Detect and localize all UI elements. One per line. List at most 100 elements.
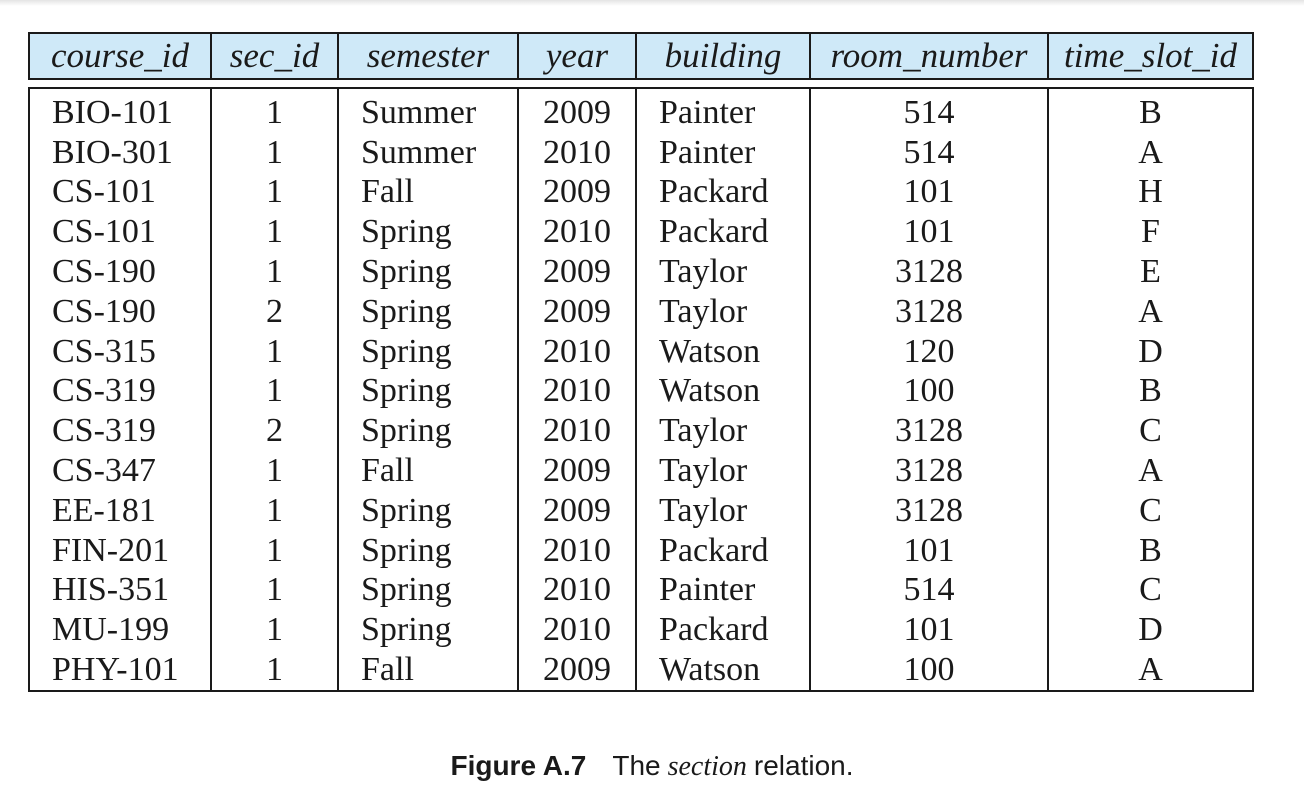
cell-building: Taylor [635, 252, 810, 292]
cell-room-number: 3128 [809, 252, 1048, 292]
cell-year: 2010 [517, 212, 636, 253]
cell-sec-id: 1 [210, 172, 338, 213]
caption-label: Figure A.7 [450, 750, 587, 781]
cell-course-id: BIO-101 [52, 93, 173, 131]
cell-room-number: 101 [809, 212, 1048, 253]
cell-building: Painter [635, 88, 810, 133]
header-row: course_id sec_id semester year building … [29, 33, 1253, 79]
cell-time-slot-id: B [1047, 371, 1253, 412]
cell-year: 2010 [517, 132, 636, 173]
cell-course-id: CS-315 [52, 332, 156, 370]
cell-year: 2009 [517, 650, 636, 691]
cell-semester: Spring [337, 490, 518, 531]
cell-room-number: 101 [809, 610, 1048, 651]
cell-room-number: 3128 [809, 411, 1048, 452]
table-row: CS-190 2 Spring 2009 Taylor 3128 A [29, 291, 1253, 332]
column-header-course-id: course_id [29, 33, 211, 79]
cell-sec-id: 1 [210, 252, 338, 292]
cell-year: 2010 [517, 610, 636, 651]
cell-year: 2010 [517, 570, 636, 611]
table-row: FIN-201 1 Spring 2010 Packard 101 B [29, 530, 1253, 571]
cell-room-number: 120 [809, 331, 1048, 372]
table-row: BIO-301 1 Summer 2010 Painter 514 A [29, 132, 1253, 173]
column-header-room-number: room_number [809, 33, 1048, 79]
table-row: CS-190 1 Spring 2009 Taylor 3128 E [29, 252, 1253, 292]
cell-semester: Spring [337, 411, 518, 452]
cell-time-slot-id: A [1047, 451, 1253, 491]
cell-course-id: CS-319 [52, 412, 156, 450]
cell-building: Watson [635, 650, 810, 691]
cell-sec-id: 1 [210, 331, 338, 372]
cell-time-slot-id: C [1047, 490, 1253, 531]
cell-time-slot-id: B [1047, 88, 1253, 133]
table-row: CS-315 1 Spring 2010 Watson 120 D [29, 331, 1253, 372]
cell-sec-id: 2 [210, 411, 338, 452]
cell-time-slot-id: C [1047, 570, 1253, 611]
cell-building: Taylor [635, 291, 810, 332]
column-header-year: year [517, 33, 636, 79]
cell-course-id: CS-101 [52, 173, 156, 211]
cell-semester: Spring [337, 570, 518, 611]
cell-semester: Spring [337, 610, 518, 651]
cell-time-slot-id: D [1047, 331, 1253, 372]
cell-year: 2010 [517, 530, 636, 571]
cell-time-slot-id: D [1047, 610, 1253, 651]
cell-room-number: 3128 [809, 451, 1048, 491]
cell-time-slot-id: E [1047, 252, 1253, 292]
cell-sec-id: 1 [210, 530, 338, 571]
cell-room-number: 514 [809, 88, 1048, 133]
cell-semester: Spring [337, 252, 518, 292]
cell-time-slot-id: C [1047, 411, 1253, 452]
cell-year: 2009 [517, 451, 636, 491]
column-header-time-slot-id: time_slot_id [1047, 33, 1253, 79]
cell-building: Packard [635, 610, 810, 651]
cell-room-number: 101 [809, 530, 1048, 571]
cell-course-id: CS-319 [52, 372, 156, 410]
cell-sec-id: 1 [210, 212, 338, 253]
cell-room-number: 100 [809, 371, 1048, 412]
cell-building: Taylor [635, 451, 810, 491]
table-row: EE-181 1 Spring 2009 Taylor 3128 C [29, 490, 1253, 531]
cell-building: Packard [635, 212, 810, 253]
cell-time-slot-id: F [1047, 212, 1253, 253]
cell-building: Taylor [635, 411, 810, 452]
cell-semester: Spring [337, 331, 518, 372]
cell-time-slot-id: A [1047, 132, 1253, 173]
cell-semester: Summer [337, 88, 518, 133]
table-row: CS-347 1 Fall 2009 Taylor 3128 A [29, 451, 1253, 491]
column-header-sec-id: sec_id [210, 33, 338, 79]
cell-semester: Fall [337, 172, 518, 213]
cell-time-slot-id: B [1047, 530, 1253, 571]
caption-text-after: relation. [753, 750, 854, 781]
section-relation-table: course_id sec_id semester year building … [28, 32, 1254, 692]
cell-course-id: CS-101 [52, 213, 156, 251]
cell-room-number: 514 [809, 570, 1048, 611]
cell-semester: Spring [337, 371, 518, 412]
cell-year: 2010 [517, 371, 636, 412]
cell-year: 2010 [517, 331, 636, 372]
cell-building: Packard [635, 530, 810, 571]
cell-building: Taylor [635, 490, 810, 531]
cell-sec-id: 1 [210, 650, 338, 691]
cell-year: 2009 [517, 490, 636, 531]
cell-course-id: CS-190 [52, 253, 156, 291]
cell-year: 2009 [517, 252, 636, 292]
cell-course-id: CS-190 [52, 292, 156, 330]
cell-sec-id: 2 [210, 291, 338, 332]
cell-year: 2009 [517, 172, 636, 213]
cell-building: Packard [635, 172, 810, 213]
cell-year: 2009 [517, 88, 636, 133]
table-header: course_id sec_id semester year building … [28, 32, 1254, 80]
table-row: BIO-101 1 Summer 2009 Painter 514 B [29, 88, 1253, 133]
table-row: HIS-351 1 Spring 2010 Painter 514 C [29, 570, 1253, 611]
cell-semester: Summer [337, 132, 518, 173]
column-header-building: building [635, 33, 810, 79]
cell-sec-id: 1 [210, 132, 338, 173]
table-row: MU-199 1 Spring 2010 Packard 101 D [29, 610, 1253, 651]
cell-course-id: BIO-301 [52, 133, 173, 171]
caption-emphasis: section [667, 751, 747, 782]
caption-text-before: The [612, 750, 661, 781]
cell-course-id: PHY-101 [52, 651, 179, 689]
cell-sec-id: 1 [210, 610, 338, 651]
cell-semester: Fall [337, 451, 518, 491]
